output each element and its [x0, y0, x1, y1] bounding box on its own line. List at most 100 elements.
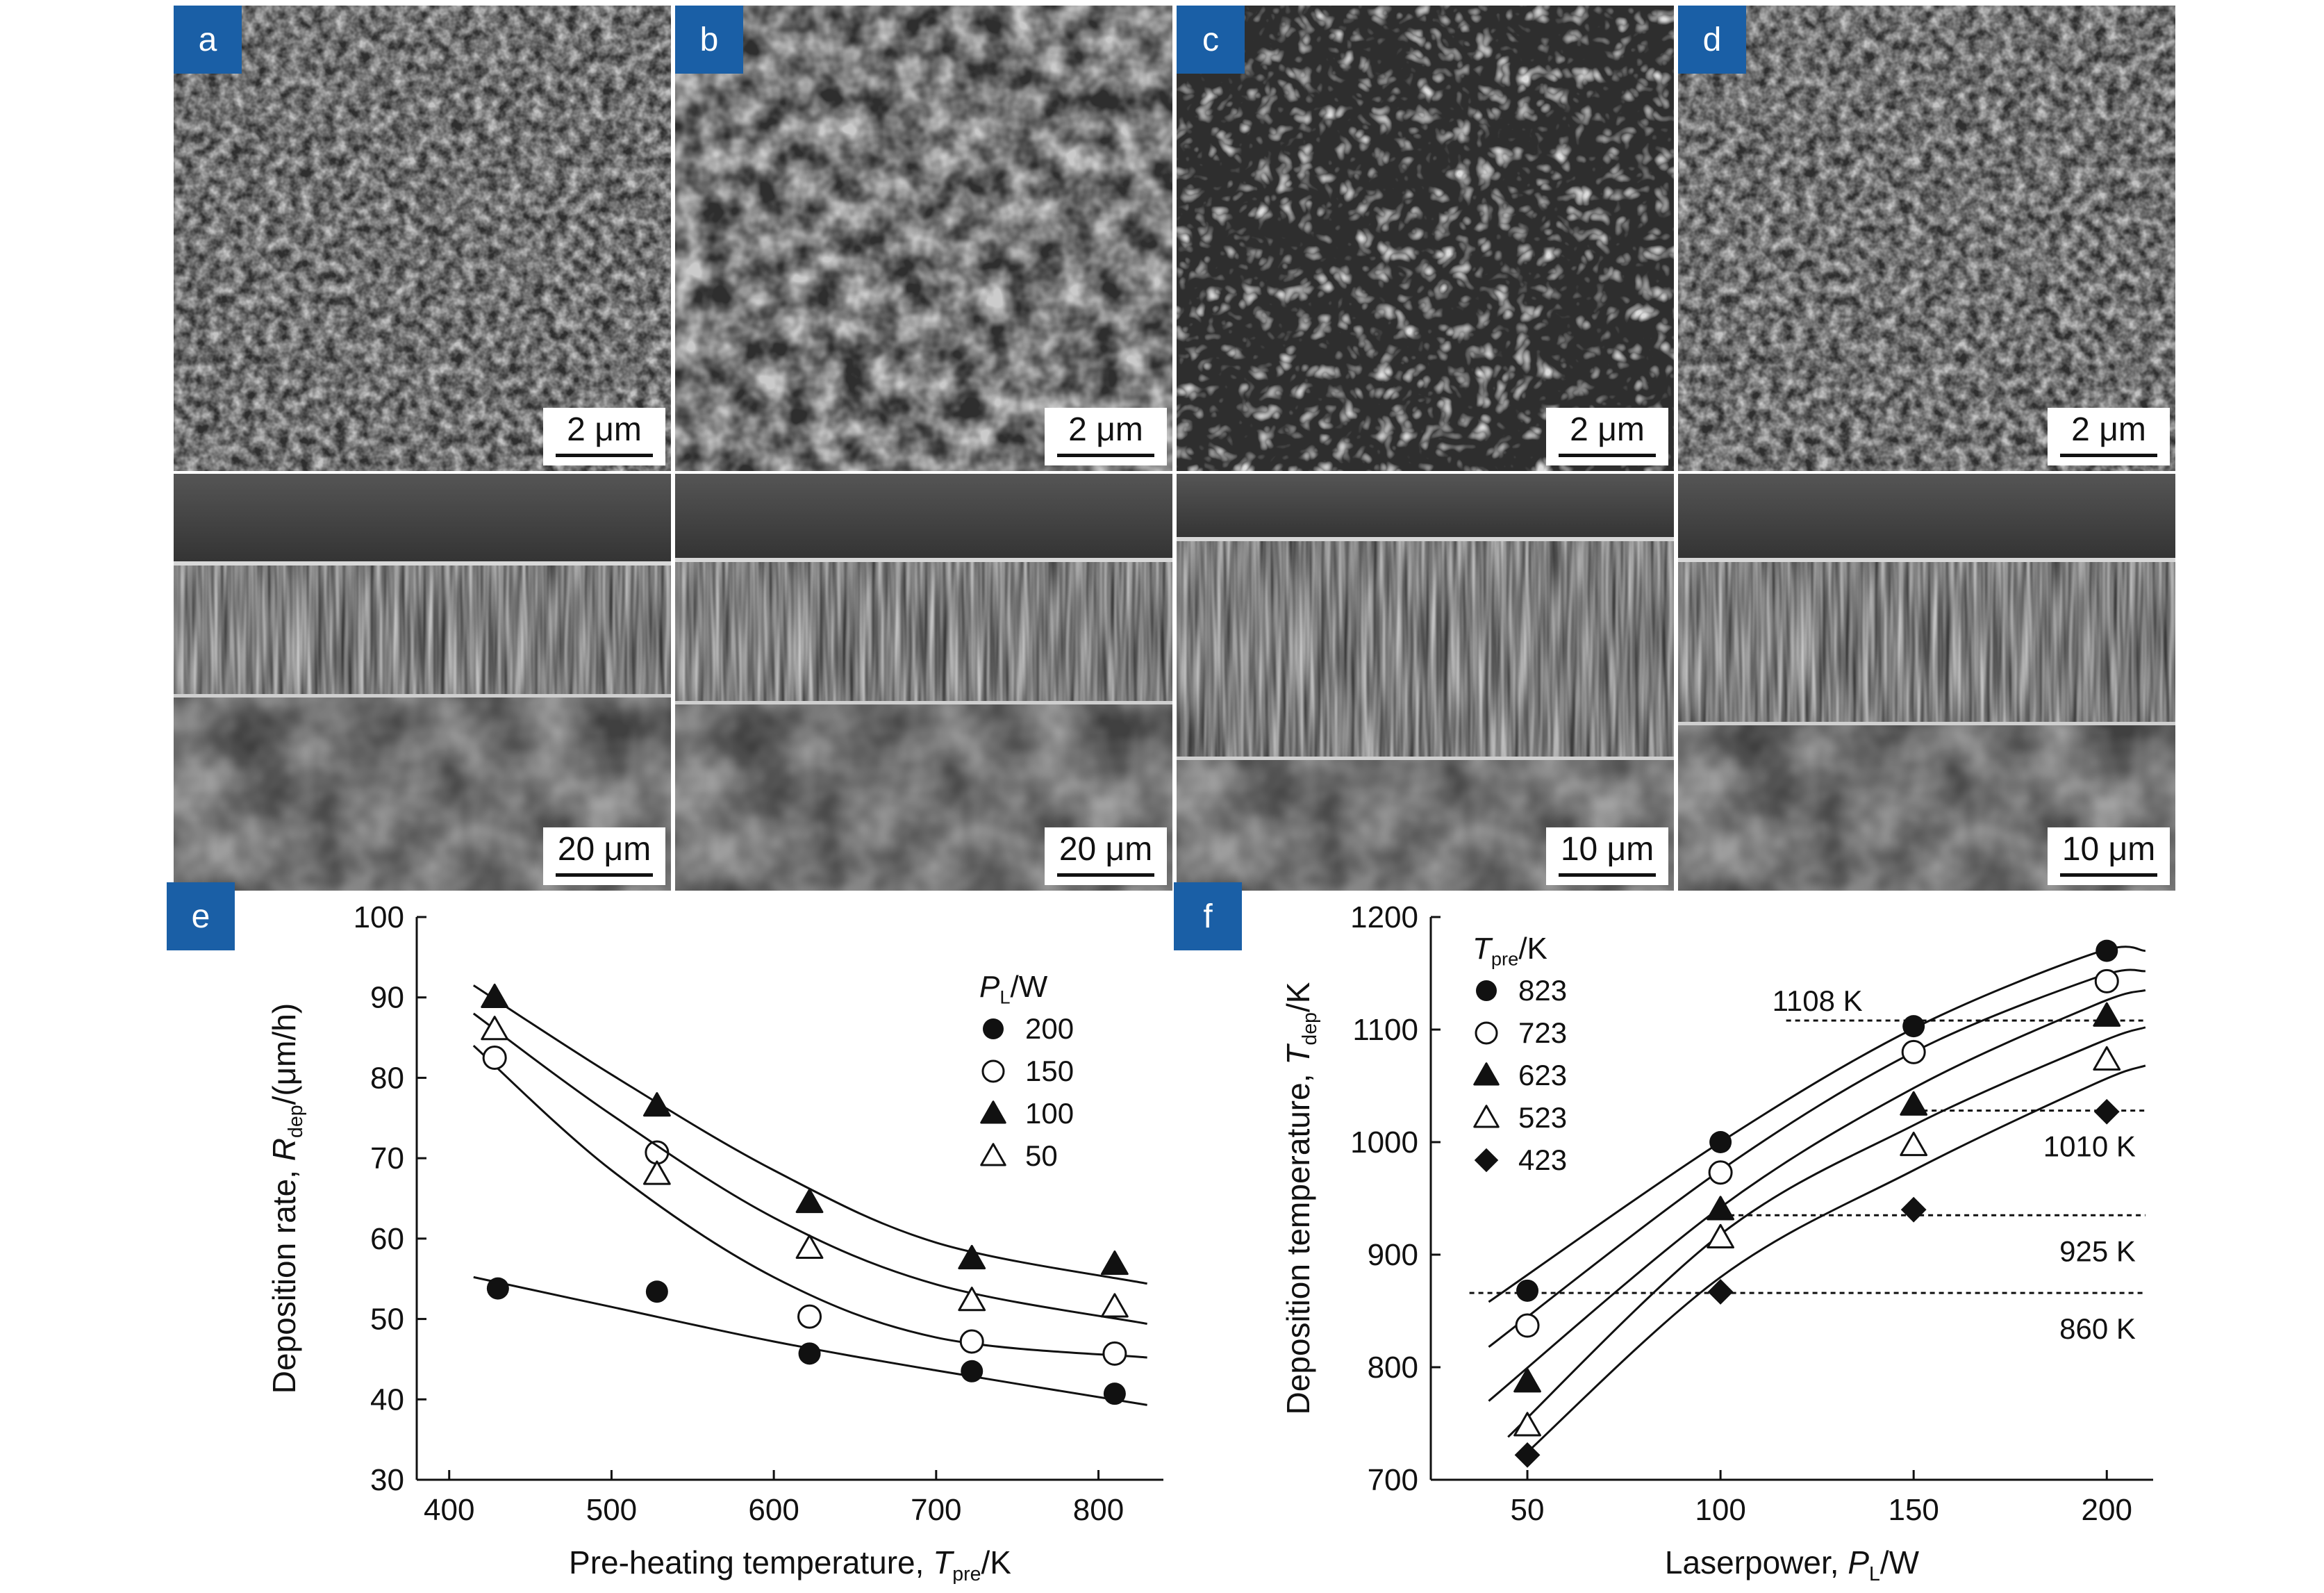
reference-line-label: 1010 K — [2043, 1130, 2136, 1163]
chart-f-deposition-temperature: f 50 100 150 200 700 800 900 1000 1100 1200 Laserp… — [1174, 882, 2153, 1584]
data-point-150 — [482, 1046, 507, 1070]
x-tick-label: 400 — [424, 1493, 474, 1527]
panel-c-badge: c — [1177, 6, 1245, 74]
scale-bar-label: 2 μm — [2071, 411, 2146, 448]
legend-title: Tpre/K — [1472, 932, 1547, 970]
fit-curve-150 — [472, 1045, 1147, 1359]
data-point-423 — [1900, 1196, 1927, 1223]
scale-bar-label: 20 μm — [557, 831, 651, 868]
y-tick-label: 60 — [370, 1222, 404, 1256]
y-tick-label: 1200 — [1350, 900, 1418, 934]
data-point-523 — [1707, 1223, 1735, 1248]
data-point-200 — [798, 1342, 821, 1365]
data-point-100 — [795, 1188, 824, 1214]
y-tick-label: 900 — [1368, 1238, 1418, 1272]
legend-entry-423: 423 — [1518, 1144, 1567, 1176]
x-axis-label-symbol: P — [1848, 1544, 1869, 1580]
fit-curve-200 — [473, 1276, 1147, 1406]
data-point-200 — [645, 1280, 668, 1303]
fit-curve-523 — [1507, 1026, 2146, 1438]
legend-entry-523: 523 — [1518, 1101, 1567, 1134]
data-point-100 — [958, 1244, 986, 1270]
panel-f-badge — [1174, 882, 1242, 950]
x-axis-label-symbol: T — [933, 1544, 954, 1580]
data-point-423 — [2093, 1098, 2120, 1125]
data-point-150 — [1102, 1341, 1127, 1366]
data-point-523 — [2093, 1046, 2121, 1071]
y-axis-label-subscript: dep — [285, 1105, 307, 1138]
scale-bar-d-bottom: 10 μm — [2048, 827, 2170, 885]
legend-title: PL/W — [979, 970, 1048, 1008]
y-tick-label: 90 — [370, 981, 404, 1015]
micrograph-c-cross-section: 10 μm — [1177, 474, 1674, 891]
fit-curve-423 — [1518, 1064, 2146, 1460]
legend-marker-100 — [980, 1100, 1006, 1124]
scale-bar-line — [1559, 454, 1656, 457]
data-point-423 — [1514, 1442, 1541, 1468]
legend-entry-50: 50 — [1025, 1139, 1058, 1172]
fit-curve-100 — [472, 984, 1147, 1285]
data-point-623 — [1707, 1196, 1735, 1221]
y-axis-label-text: Deposition rate, — [266, 1161, 302, 1394]
legend-title-subscript: pre — [1491, 948, 1518, 970]
scale-bar-line — [1057, 873, 1154, 877]
y-tick-label: 30 — [370, 1463, 404, 1497]
data-point-823 — [1709, 1131, 1732, 1153]
data-point-200 — [1103, 1382, 1126, 1405]
legend-entry-150: 150 — [1025, 1055, 1074, 1087]
scale-bar-c-bottom: 10 μm — [1546, 827, 1668, 885]
fit-curve-50 — [472, 1012, 1147, 1325]
micrograph-d-cross-section: 10 μm — [1678, 474, 2175, 891]
x-tick-label: 150 — [1888, 1493, 1939, 1527]
micrograph-c-top: c 2 μm — [1177, 6, 1674, 471]
legend: Tpre/K 823 723 623 523 423 — [1472, 932, 1567, 1176]
scale-bar-label: 10 μm — [2061, 831, 2156, 868]
data-point-823 — [1902, 1015, 1925, 1038]
x-axis-label-unit: /K — [981, 1544, 1012, 1580]
x-tick-label: 700 — [911, 1493, 961, 1527]
legend-entry-200: 200 — [1025, 1012, 1074, 1045]
data-point-200 — [961, 1360, 983, 1382]
scale-bar-label: 2 μm — [567, 411, 642, 448]
data-point-50 — [481, 1016, 509, 1041]
y-axis-label-symbol: R — [266, 1138, 302, 1161]
legend-marker-423 — [1474, 1148, 1499, 1173]
x-axis-label-text: Pre-heating temperature, — [569, 1544, 933, 1580]
data-point-623 — [1513, 1368, 1541, 1393]
legend-title-unit: /K — [1518, 932, 1547, 966]
y-tick-label: 40 — [370, 1382, 404, 1417]
micrograph-a-top: a 2 μm — [174, 6, 671, 471]
scale-bar-label: 20 μm — [1059, 831, 1153, 868]
scale-bar-line — [556, 873, 653, 877]
y-tick-label: 1000 — [1350, 1125, 1418, 1159]
fit-curve-823 — [1488, 946, 2145, 1303]
panel-a-badge: a — [174, 6, 242, 74]
data-point-50 — [642, 1160, 671, 1185]
data-point-723 — [2094, 968, 2119, 993]
scale-bar-b-top: 2 μm — [1045, 408, 1167, 465]
scale-bar-a-top: 2 μm — [543, 408, 665, 465]
scale-bar-line — [1559, 873, 1656, 877]
data-point-723 — [1515, 1313, 1540, 1338]
data-point-50 — [1100, 1293, 1129, 1318]
scale-bar-a-bottom: 20 μm — [543, 827, 665, 885]
y-axis-label-unit: /(μm/h) — [266, 1003, 302, 1105]
reference-line-label: 860 K — [2059, 1312, 2136, 1345]
data-point-150 — [959, 1329, 984, 1354]
legend: PL/W 200 150 100 50 — [979, 970, 1074, 1172]
legend-marker-150 — [981, 1059, 1005, 1083]
x-tick-label: 600 — [748, 1493, 799, 1527]
legend-title-unit: /W — [1011, 970, 1048, 1004]
x-axis-label-subscript: pre — [952, 1563, 981, 1584]
scale-bar-d-top: 2 μm — [2048, 408, 2170, 465]
panel-b-badge: b — [675, 6, 743, 74]
data-point-50 — [958, 1287, 986, 1312]
legend-title-symbol: T — [1472, 932, 1493, 966]
scale-bar-line — [1057, 454, 1154, 457]
data-point-50 — [795, 1234, 824, 1260]
chart-e-deposition-rate: e 400 500 600 700 800 30 40 50 60 70 80 90 100 Pre-he… — [167, 882, 1163, 1584]
data-point-100 — [1100, 1250, 1129, 1276]
panel-e-badge — [167, 882, 235, 950]
y-axis-label-unit: /K — [1280, 982, 1316, 1012]
fit-curve-623 — [1488, 989, 2146, 1402]
